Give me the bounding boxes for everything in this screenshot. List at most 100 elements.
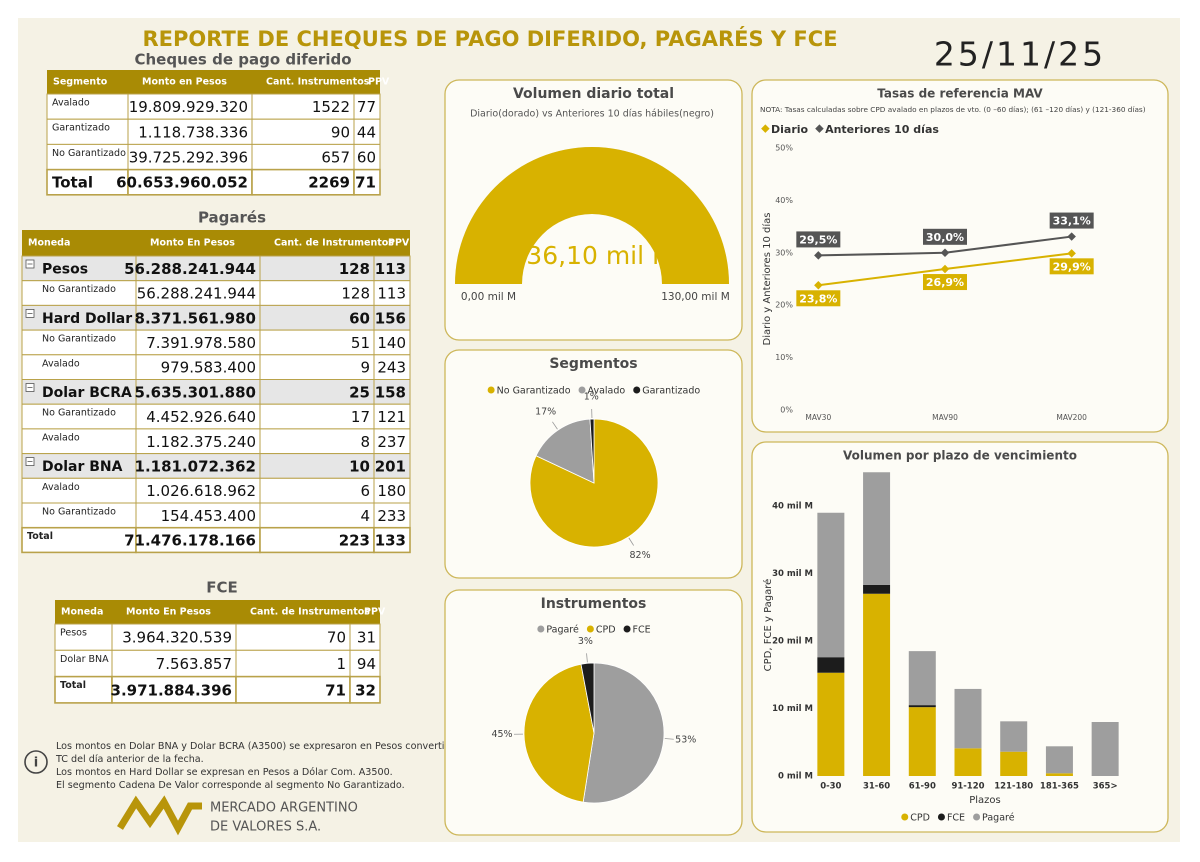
table-cell — [21, 304, 137, 331]
cell-value: 657 — [321, 149, 350, 167]
table-cell — [21, 428, 137, 455]
legend-swatch — [586, 625, 594, 633]
cell-value: 154.453.400 — [161, 507, 256, 525]
table-cell — [21, 354, 137, 380]
pie-slice — [589, 418, 595, 484]
column-header: Cant. de Instrumentos — [274, 238, 394, 249]
bar-segment — [954, 688, 982, 749]
row-label: Pesos — [42, 261, 88, 277]
table-cell — [135, 329, 261, 356]
column-header: PPV — [388, 238, 410, 249]
y-tick-label: 0 mil M — [778, 772, 813, 782]
cell-value: 5.635.301.880 — [135, 383, 256, 401]
cell-value: 979.583.400 — [161, 359, 256, 377]
value-label-box — [796, 231, 841, 248]
cell-value: 128 — [339, 260, 370, 278]
x-tick-label: 61-90 — [909, 782, 936, 792]
legend-swatch — [973, 813, 981, 821]
cell-value: 1522 — [312, 98, 350, 116]
table-cell — [127, 93, 253, 120]
x-tick-label: 181-365 — [1040, 782, 1079, 792]
cell-value: 121 — [377, 408, 406, 426]
table-cell — [251, 93, 355, 120]
logo-text: DE VALORES S.A. — [210, 820, 321, 835]
column-header: Moneda — [28, 238, 70, 249]
report-title: REPORTE DE CHEQUES DE PAGO DIFERIDO, PAG… — [142, 26, 837, 51]
table-cell — [46, 143, 129, 171]
bar-segment — [817, 657, 845, 673]
legend-label: CPD — [596, 625, 616, 636]
table-header — [55, 600, 380, 624]
note-line: TC del día anterior de la fecha. — [55, 753, 204, 765]
note-line: Los montos en Hard Dollar se expresan en… — [56, 766, 393, 778]
cell-value: 3.964.320.539 — [122, 629, 232, 647]
legend: No Garantizado Avalado Garantizado — [487, 386, 700, 397]
bar-segment — [1045, 746, 1073, 774]
y-tick-label: 10 mil M — [772, 704, 813, 714]
cell-value: 8.371.561.980 — [135, 309, 256, 327]
cell-value: 4.452.926.640 — [146, 408, 256, 426]
row-label: Total — [27, 531, 53, 542]
chart-title: Tasas de referencia MAV — [877, 87, 1043, 101]
column-header: PPV — [368, 77, 390, 88]
cell-value: 180 — [377, 482, 406, 500]
cell-value: 19.809.929.320 — [129, 98, 248, 116]
legend-label: Anteriores 10 días — [825, 123, 939, 136]
table-cell — [353, 168, 381, 196]
cell-value: 6 — [360, 482, 370, 500]
value-label: 33,1% — [1053, 215, 1091, 228]
report-date: 25/11/25 — [934, 35, 1106, 74]
gauge-value — [455, 146, 729, 284]
chart-title: Segmentos — [549, 356, 637, 372]
x-tick-label: 121-180 — [994, 782, 1033, 792]
cell-value: 1.181.072.362 — [135, 457, 256, 475]
cell-value: 25 — [349, 383, 370, 401]
logo-mark — [117, 795, 202, 836]
table-cell — [21, 403, 137, 430]
cell-value: 8 — [360, 433, 370, 451]
row-label: Garantizado — [52, 123, 110, 134]
x-tick-label: MAV30 — [805, 413, 831, 422]
table-cell — [373, 379, 411, 405]
pie-value-label: 17% — [535, 406, 556, 417]
bar-segment — [1000, 721, 1028, 752]
cell-value: 7.391.978.580 — [146, 334, 256, 352]
cell-value: 1.182.375.240 — [146, 433, 256, 451]
cell-value: 17 — [351, 408, 370, 426]
value-label-box — [923, 228, 967, 245]
row-label: No Garantizado — [42, 284, 116, 295]
value-label-box — [1049, 258, 1094, 275]
cell-value: 156 — [375, 309, 406, 327]
table-cell — [21, 379, 137, 405]
table-cell — [21, 453, 137, 479]
cell-value: 4 — [360, 507, 370, 525]
cell-value: 77 — [357, 98, 376, 116]
row-label: No Garantizado — [42, 408, 116, 419]
cell-value: 71 — [325, 681, 346, 699]
leader-line — [552, 421, 558, 430]
pie-slice — [535, 418, 595, 484]
x-tick-label: 0-30 — [820, 782, 841, 792]
row-label: Avalado — [42, 432, 80, 443]
chart-panel — [751, 441, 1169, 833]
table-cell — [353, 93, 381, 120]
chart-title: Volumen diario total — [513, 86, 674, 102]
bar-segment — [817, 672, 845, 776]
bar-segment — [908, 651, 936, 706]
x-axis-label: Plazos — [969, 795, 1001, 806]
point-marker — [814, 281, 823, 290]
pie-slice — [580, 662, 595, 734]
cell-value: 1 — [336, 655, 346, 673]
row-label: Avalado — [42, 482, 80, 493]
table-cell — [111, 675, 237, 704]
section-title: Cheques de pago diferido — [134, 51, 351, 69]
pie-value-label: 82% — [630, 550, 651, 561]
table-cell — [349, 675, 381, 704]
cell-value: 128 — [341, 285, 370, 303]
table-cell — [46, 118, 129, 145]
section-title: Pagarés — [198, 209, 266, 227]
cell-value: 60 — [349, 309, 370, 327]
legend-label: No Garantizado — [497, 386, 571, 397]
row-label: Avalado — [42, 358, 80, 369]
